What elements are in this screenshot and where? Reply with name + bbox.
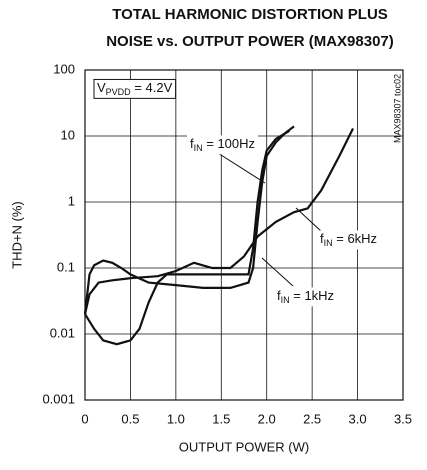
label-main: f xyxy=(277,288,281,303)
label-bg xyxy=(187,135,259,155)
label-main: f xyxy=(320,231,324,246)
y-tick-label: 10 xyxy=(61,127,75,142)
y-tick-label: 1 xyxy=(68,193,75,208)
x-tick-label: 0.5 xyxy=(121,411,139,426)
x-tick-label: 2.5 xyxy=(303,411,321,426)
label-bg xyxy=(317,230,381,250)
data-line xyxy=(84,129,290,346)
label-main: V xyxy=(97,80,106,95)
label-sub: PVDD xyxy=(106,87,132,97)
label-rest: = 6kHz xyxy=(333,231,377,246)
annotation: fIN = 6kHz xyxy=(317,230,381,250)
label-rest: = 1kHz xyxy=(290,288,334,303)
y-axis-label: THD+N (%) xyxy=(9,201,24,269)
x-tick-label: 1.5 xyxy=(212,411,230,426)
label-sub: IN xyxy=(324,238,333,248)
x-tick-label: 0 xyxy=(81,411,88,426)
label-rest: = 100Hz xyxy=(203,136,255,151)
annotation-text: fIN = 100Hz xyxy=(190,136,255,153)
label-sub: IN xyxy=(194,143,203,153)
chart-title: NOISE vs. OUTPUT POWER (MAX98307) xyxy=(106,33,394,50)
y-tick-label: 100 xyxy=(53,61,75,76)
x-tick-label: 2.0 xyxy=(258,411,276,426)
x-tick-label: 3.0 xyxy=(349,411,367,426)
annotation-text: fIN = 1kHz xyxy=(277,288,334,305)
label-rest: = 4.2V xyxy=(131,80,173,95)
label-main: f xyxy=(190,136,194,151)
label-bg xyxy=(274,287,338,307)
data-line xyxy=(83,128,354,315)
annotation: VPVDD = 4.2V xyxy=(93,78,177,99)
side-note: MAX98307 toc02 xyxy=(392,74,402,143)
arrow xyxy=(261,257,294,287)
annotation: fIN = 1kHz xyxy=(274,287,338,307)
plot-frame xyxy=(84,69,404,401)
y-tick-label: 0.01 xyxy=(50,325,75,340)
x-axis-label: OUTPUT POWER (W) xyxy=(179,439,309,454)
chart-title: TOTAL HARMONIC DISTORTION PLUS xyxy=(112,6,388,23)
y-tick-label: 0.001 xyxy=(42,391,75,406)
annotation: fIN = 100Hz xyxy=(187,135,259,155)
label-bg xyxy=(93,78,177,99)
label-sub: IN xyxy=(281,295,290,305)
x-tick-label: 1.0 xyxy=(167,411,185,426)
arrow xyxy=(295,207,323,233)
annotation-text: VPVDD = 4.2V xyxy=(97,80,173,97)
y-tick-label: 0.1 xyxy=(57,259,75,274)
x-tick-label: 3.5 xyxy=(394,411,412,426)
data-line xyxy=(83,125,295,315)
annotation-text: fIN = 6kHz xyxy=(320,231,377,248)
